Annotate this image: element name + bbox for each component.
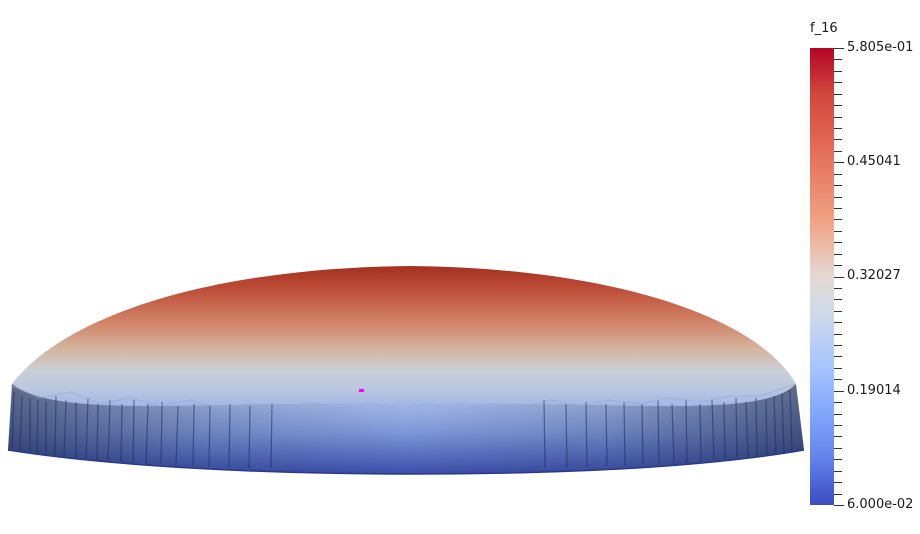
colorbar-minor-tick <box>834 82 842 83</box>
colorbar-minor-tick <box>834 197 842 198</box>
colorbar-minor-tick <box>834 139 842 140</box>
colorbar-major-tick <box>834 505 844 506</box>
colorbar-minor-tick <box>834 471 842 472</box>
colorbar-minor-tick <box>834 402 842 403</box>
colorbar-minor-tick <box>834 117 842 118</box>
colorbar-minor-tick <box>834 368 842 369</box>
facet-streaks-right <box>543 389 793 469</box>
colorbar-minor-tick <box>834 436 842 437</box>
colorbar-minor-tick <box>834 71 842 72</box>
facet-streaks-left <box>11 391 273 469</box>
colorbar-major-tick <box>834 277 844 278</box>
colorbar-label-1: 0.19014 <box>847 383 901 398</box>
colorbar-minor-tick <box>834 242 842 243</box>
colorbar-minor-tick <box>834 425 842 426</box>
colorbar-label-3: 0.45041 <box>847 154 901 169</box>
colorbar-minor-tick <box>834 151 842 152</box>
colorbar-minor-tick <box>834 128 842 129</box>
colorbar-minor-tick <box>834 231 842 232</box>
colorbar-gradient <box>810 48 834 505</box>
selection-marker[interactable] <box>359 389 364 392</box>
colorbar-minor-tick <box>834 334 842 335</box>
colorbar-minor-tick <box>834 288 842 289</box>
colorbar-minor-tick <box>834 185 842 186</box>
dome-rim-edge <box>11 383 797 411</box>
colorbar-minor-tick <box>834 265 842 266</box>
colorbar-major-tick <box>834 48 844 49</box>
colorbar-minor-tick <box>834 482 842 483</box>
colorbar-title: f_16 <box>810 21 838 36</box>
colorbar-minor-tick <box>834 59 842 60</box>
colorbar-label-max: 5.805e-01 <box>847 40 914 55</box>
colorbar-major-tick <box>834 391 844 392</box>
colorbar-minor-tick <box>834 414 842 415</box>
colorbar-minor-tick <box>834 254 842 255</box>
colorbar-minor-tick <box>834 174 842 175</box>
colorbar-minor-tick <box>834 379 842 380</box>
colorbar-minor-tick <box>834 345 842 346</box>
colorbar-label-min: 6.000e-02 <box>847 497 914 512</box>
colorbar-minor-tick <box>834 208 842 209</box>
colorbar-minor-tick <box>834 94 842 95</box>
colorbar-minor-tick <box>834 448 842 449</box>
colorbar-minor-tick <box>834 459 842 460</box>
dome-bottom-edge <box>7 449 805 475</box>
colorbar-minor-tick <box>834 356 842 357</box>
dome-side-shading <box>8 384 804 474</box>
colorbar-major-tick <box>834 162 844 163</box>
colorbar-minor-tick <box>834 299 842 300</box>
colorbar-minor-tick <box>834 105 842 106</box>
colorbar-minor-tick <box>834 311 842 312</box>
colorbar-label-2: 0.32027 <box>847 268 901 283</box>
colorbar-minor-tick <box>834 494 842 495</box>
colorbar-minor-tick <box>834 322 842 323</box>
colorbar-minor-tick <box>834 219 842 220</box>
